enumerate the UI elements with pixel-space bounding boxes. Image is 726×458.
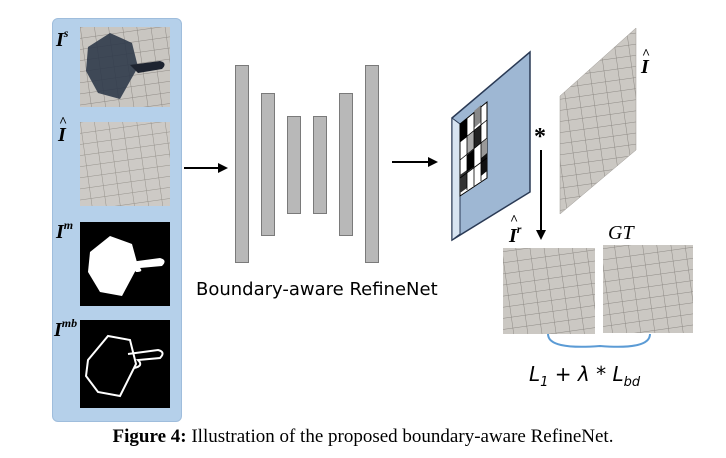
target-image-perspective (559, 27, 637, 215)
gt-image (603, 245, 693, 333)
shadow-image-symbol: I (56, 29, 64, 51)
mask-boundary-superscript: mb (61, 316, 78, 330)
loss-formula: L1 + λ * Lbd (529, 362, 640, 390)
mask-boundary-thumb (80, 320, 170, 408)
mask-superscript: m (63, 218, 74, 232)
caption-label: Figure 4: (112, 426, 187, 447)
decoder-block-2 (339, 93, 353, 236)
network-label: Boundary-aware RefineNet (196, 279, 438, 300)
decoder-block-1 (313, 116, 327, 214)
mask-boundary-label: Imb (54, 316, 77, 342)
loss-lambda: λ (577, 362, 590, 386)
loss-times: * (596, 362, 607, 386)
decoder-block-3 (365, 65, 379, 263)
loss-plus: + (554, 362, 572, 386)
loss-l1: L (529, 362, 541, 386)
output-image-symbol: I (641, 56, 649, 78)
shadow-image-thumb (80, 27, 170, 107)
mask-thumb (80, 222, 170, 306)
output-image-hat: ^ (642, 47, 651, 62)
target-image-symbol: I (58, 124, 66, 146)
shadow-image-art (80, 27, 170, 107)
result-symbol: I (509, 225, 517, 247)
result-label: ^ Ir (509, 213, 522, 248)
mask-label: Im (56, 218, 73, 244)
result-hat: ^ (510, 213, 519, 228)
target-image-label: ^ I (58, 115, 67, 147)
result-image (503, 248, 595, 334)
result-superscript: r (516, 222, 522, 236)
mask-symbol: I (56, 221, 64, 243)
target-image-art (80, 122, 170, 206)
kernel-grid (459, 100, 488, 197)
mask-art (88, 236, 165, 296)
loss-lbd: L (612, 362, 624, 386)
figure-caption: Figure 4: Illustration of the proposed b… (0, 426, 726, 448)
encoder-block-3 (287, 116, 301, 214)
caption-text: Illustration of the proposed boundary-aw… (186, 426, 614, 447)
feature-map (451, 50, 531, 242)
output-image-label: ^ I (641, 47, 650, 79)
loss-l1-subscript: 1 (540, 375, 549, 390)
shadow-image-superscript: s (63, 26, 69, 40)
mask-boundary-art (84, 334, 164, 398)
encoder-block-1 (235, 65, 249, 263)
multiply-symbol: * (534, 124, 546, 150)
mask-boundary-symbol: I (54, 319, 62, 341)
loss-lbd-subscript: bd (623, 375, 641, 390)
shadow-image-label: Is (56, 26, 68, 52)
target-image-thumb (80, 122, 170, 206)
encoder-block-2 (261, 93, 275, 236)
target-image-hat: ^ (59, 115, 68, 130)
loss-bracket (547, 333, 651, 348)
gt-label: GT (608, 222, 634, 244)
